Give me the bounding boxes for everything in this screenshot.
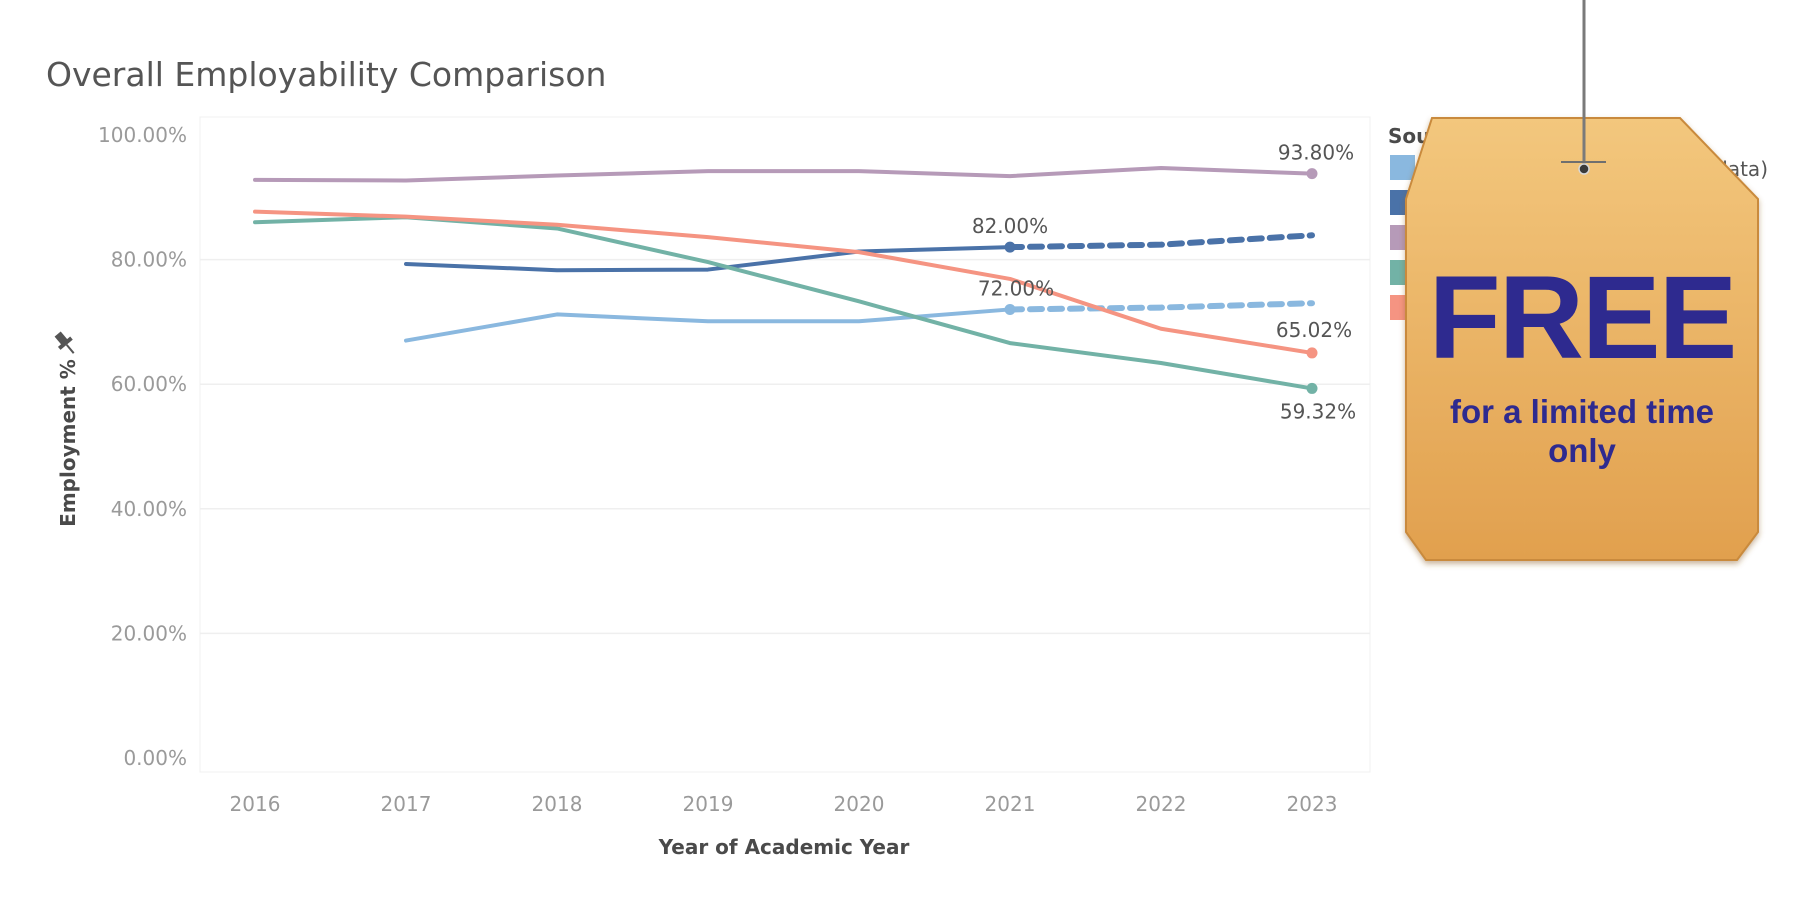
plot-frame [199, 116, 1371, 773]
point-label: 65.02% [1276, 318, 1352, 342]
x-axis-ticks: 2016 2017 2018 2019 2020 2021 2022 2023 [230, 792, 1338, 816]
y-tick-label: 20.00% [111, 621, 187, 645]
tag-subtext-line2: only [1548, 432, 1616, 469]
series-line-mauve [253, 166, 1314, 183]
x-tick-label: 2016 [230, 792, 281, 816]
tag-body [1405, 117, 1759, 561]
series-line-dark_blue [404, 245, 1012, 273]
y-tick-label: 80.00% [111, 248, 187, 272]
y-tick-label: 40.00% [111, 497, 187, 521]
x-tick-label: 2021 [985, 792, 1036, 816]
x-tick-label: 2018 [532, 792, 583, 816]
point-label: 82.00% [972, 214, 1048, 238]
series-lines [253, 166, 1315, 391]
legend-swatch [1390, 155, 1415, 180]
y-tick-label: 100.00% [98, 123, 187, 147]
tag-headline: FREE [1429, 252, 1736, 384]
promo-tag [1405, 117, 1759, 561]
y-axis-ticks: 0.00% 20.00% 40.00% 60.00% 80.00% 100.00% [98, 123, 187, 770]
point-marker [1306, 347, 1318, 359]
point-labels: 82.00% 72.00% 93.80% 65.02% 59.32% [972, 141, 1356, 424]
x-tick-label: 2017 [381, 792, 432, 816]
point-marker [1004, 241, 1016, 253]
y-axis-title: Employment % [56, 359, 80, 527]
x-tick-label: 2023 [1287, 792, 1338, 816]
x-tick-label: 2019 [683, 792, 734, 816]
y-tick-label: 60.00% [111, 372, 187, 396]
tag-hole [1578, 163, 1590, 175]
y-tick-label: 0.00% [123, 746, 187, 770]
tag-subtext-line1: for a limited time [1450, 393, 1714, 430]
x-tick-label: 2020 [834, 792, 885, 816]
chart-title: Overall Employability Comparison [46, 55, 606, 94]
pin-icon[interactable] [52, 329, 80, 358]
point-marker [1306, 382, 1318, 394]
series-line-salmon [253, 209, 1314, 355]
series-markers [1004, 168, 1318, 394]
series-line-light_blue [404, 307, 1012, 343]
point-label: 93.80% [1278, 141, 1354, 165]
grid-lines [200, 258, 1370, 635]
x-tick-label: 2022 [1136, 792, 1187, 816]
point-label: 59.32% [1280, 399, 1356, 423]
x-axis-title: Year of Academic Year [658, 835, 910, 859]
projection-line-light_blue [1007, 300, 1315, 313]
point-marker [1306, 168, 1318, 180]
point-label: 72.00% [978, 276, 1054, 300]
point-marker [1004, 303, 1016, 315]
projection-line-dark_blue [1007, 232, 1315, 251]
